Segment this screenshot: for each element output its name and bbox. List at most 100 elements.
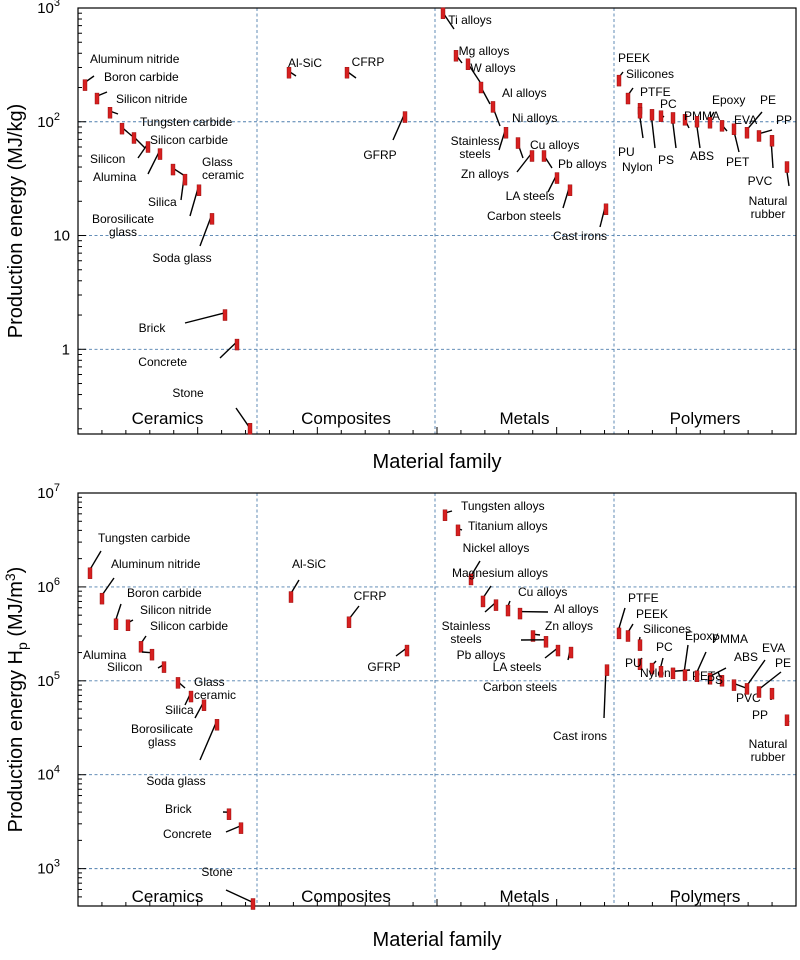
leader-line [392,114,405,141]
leader-line [225,889,253,903]
data-marker [670,667,676,680]
data-marker [555,644,561,657]
y-axis-title: Production energy (MJ/kg) [5,104,27,339]
material-label: Aluminum nitride [90,52,180,66]
material-label: PS [707,673,723,687]
family-label: Composites [301,887,391,906]
material-label: GFRP [367,660,400,674]
data-marker [138,641,144,653]
family-label: Ceramics [132,887,204,906]
data-marker [543,636,549,648]
data-marker [182,173,188,186]
family-label: Metals [499,887,549,906]
data-marker [119,122,125,135]
material-label: PU [618,145,635,159]
material-label: Glass ceramic [194,675,236,702]
data-marker [250,898,256,910]
y-tick-label: 106 [37,576,60,596]
family-label: Composites [301,409,391,428]
material-label: Brick [165,802,193,816]
data-marker [170,163,176,176]
material-label: Glass ceramic [202,155,244,182]
family-label: Ceramics [132,409,204,428]
material-label: CFRP [352,55,385,69]
leader-line [745,659,766,688]
material-label: Stainless steels [442,619,491,646]
material-label: PE [760,93,776,107]
data-marker [402,111,408,123]
material-label: Cu alloys [530,138,579,152]
material-label: Silicon carbide [150,619,228,633]
material-label: Alumina [83,648,127,662]
data-marker [226,808,232,820]
leader-line [189,188,199,217]
material-label: PMMA [684,109,720,123]
data-marker [616,74,622,87]
x-axis-title: Material family [373,451,502,473]
material-label: Tungsten carbide [140,115,233,129]
material-label: Borosilicate glass [131,722,193,749]
material-label: Natural rubber [749,194,788,221]
data-marker [503,127,509,139]
data-marker [682,114,688,126]
data-marker [107,107,113,119]
data-marker [637,107,643,119]
material-label: Al alloys [554,602,599,616]
data-marker [161,661,167,673]
data-marker [756,130,762,142]
material-label: Concrete [138,355,187,369]
leader-line [683,644,689,674]
leader-line [199,722,217,761]
material-label: ABS [734,650,758,664]
material-label: PU [625,656,642,670]
data-marker [188,690,194,703]
data-marker [529,150,535,162]
data-marker [731,123,737,135]
data-marker [505,604,511,617]
material-label: Magnesium alloys [452,566,548,580]
material-label: PC [660,97,677,111]
family-label: Metals [499,409,549,428]
material-label: Soda glass [152,251,211,265]
leader-line [547,175,557,193]
material-label: LA steels [493,660,542,674]
material-label: Natural rubber [749,737,788,764]
material-label: PP [776,113,792,127]
data-marker [567,184,573,196]
data-marker [468,573,474,586]
leader-line [603,668,607,719]
data-marker [707,117,713,129]
data-marker [517,607,523,620]
data-marker [157,148,163,160]
material-label: PEEK [636,607,668,621]
data-marker [94,92,100,105]
data-marker [744,127,750,139]
data-marker [478,81,484,94]
y-tick-label: 102 [37,111,60,131]
material-label: Silicon nitride [116,92,188,106]
data-marker [465,58,471,70]
data-marker [234,338,240,351]
material-label: Concrete [163,827,212,841]
material-label: Cast irons [553,729,607,743]
y-tick-label: 103 [37,858,60,878]
data-marker [649,662,655,675]
leader-line [617,607,626,632]
data-marker [625,92,631,105]
data-marker [769,687,775,700]
data-marker [784,161,790,173]
leader-line [395,647,407,657]
data-marker [616,627,622,640]
leader-line [219,342,237,359]
family-label: Polymers [670,887,741,906]
material-label: Boron carbide [104,70,179,84]
material-label: Stone [201,865,233,879]
data-marker [209,213,215,225]
data-marker [568,646,574,659]
data-marker [346,616,352,628]
data-marker [707,673,713,685]
data-marker [670,112,676,124]
y-tick-label: 1 [62,341,70,358]
y-tick-label: 103 [37,0,60,17]
